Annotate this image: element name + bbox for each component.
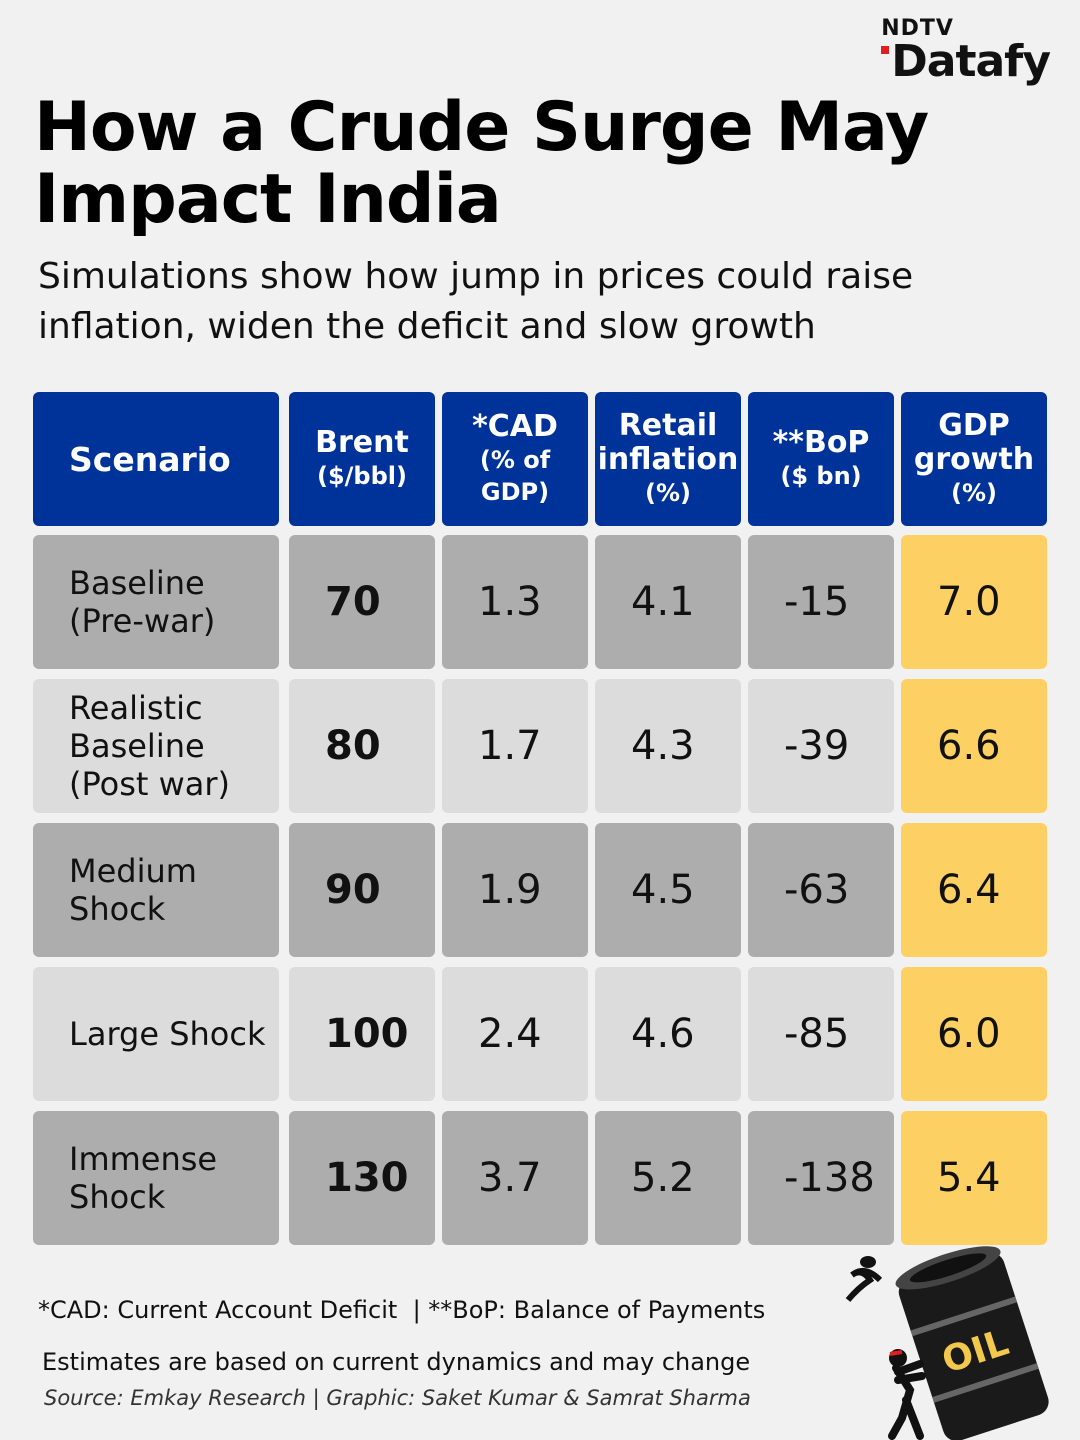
cell-value: 6.4 [937, 867, 1001, 913]
header-unit: ($/bbl) [317, 462, 407, 490]
table-cell-cad: 3.7 [442, 1111, 588, 1245]
table-row-scenario: Baseline (Pre-war) [33, 535, 279, 669]
cell-value: 3.7 [478, 1155, 542, 1201]
header-bop: **BoP ($ bn) [748, 392, 894, 526]
header-label: **BoP [772, 425, 870, 460]
header-unit: ($ bn) [780, 462, 862, 490]
scenario-label: Realistic Baseline (Post war) [69, 689, 231, 803]
scenario-label: Medium Shock [69, 852, 197, 928]
cell-value: 4.3 [631, 723, 695, 769]
header-label: Scenario [69, 439, 231, 479]
cell-value: 5.2 [631, 1155, 695, 1201]
table-cell-brent: 130 [289, 1111, 435, 1245]
cell-value: -138 [784, 1155, 875, 1201]
cell-value: -39 [784, 723, 850, 769]
cell-value: 4.6 [631, 1011, 695, 1057]
table-cell-cad: 1.3 [442, 535, 588, 669]
header-unit: (% of GDP) [479, 446, 551, 506]
oil-splash-icon [845, 1268, 883, 1302]
cell-value: 70 [325, 579, 381, 625]
brand-logo: NDTV Datafy [881, 16, 1051, 87]
cell-value: -63 [784, 867, 850, 913]
header-label: GDP growth [913, 408, 1035, 477]
table-cell-cad: 1.9 [442, 823, 588, 957]
person-pushing-icon [888, 1349, 926, 1440]
cell-value: 6.0 [937, 1011, 1001, 1057]
scenario-label: Large Shock [69, 1015, 266, 1053]
table-cell-brent: 100 [289, 967, 435, 1101]
cell-value: 1.3 [478, 579, 542, 625]
table-cell-retail-inflation: 4.3 [595, 679, 741, 813]
cell-value: 5.4 [937, 1155, 1001, 1201]
header-unit: (%) [951, 479, 997, 507]
page-title: How a Crude Surge May Impact India [34, 88, 929, 239]
cell-value: 130 [325, 1155, 409, 1201]
table-cell-retail-inflation: 4.6 [595, 967, 741, 1101]
cell-value: 6.6 [937, 723, 1001, 769]
brand-dot-icon [881, 46, 890, 54]
table-cell-retail-inflation: 4.5 [595, 823, 741, 957]
table-cell-brent: 70 [289, 535, 435, 669]
table-row-scenario: Immense Shock [33, 1111, 279, 1245]
table-cell-brent: 90 [289, 823, 435, 957]
footnote-source: Source: Emkay Research | Graphic: Saket … [44, 1386, 751, 1410]
brand-top: NDTV [881, 16, 954, 41]
header-scenario: Scenario [33, 392, 279, 526]
table-cell-brent: 80 [289, 679, 435, 813]
cell-value: 1.9 [478, 867, 542, 913]
cell-value: 80 [325, 723, 381, 769]
cell-value: 7.0 [937, 579, 1001, 625]
page-subtitle: Simulations show how jump in prices coul… [38, 256, 914, 347]
cell-value: 100 [325, 1011, 409, 1057]
header-brent: Brent ($/bbl) [289, 392, 435, 526]
header-cad: *CAD (% of GDP) [442, 392, 588, 526]
table-row-scenario: Realistic Baseline (Post war) [33, 679, 279, 813]
table-cell-cad: 1.7 [442, 679, 588, 813]
cell-value: 2.4 [478, 1011, 542, 1057]
cell-value: 90 [325, 867, 381, 913]
scenario-label: Baseline (Pre-war) [69, 564, 216, 640]
cell-value: 4.5 [631, 867, 695, 913]
table-cell-bop: -138 [748, 1111, 894, 1245]
table-cell-bop: -85 [748, 967, 894, 1101]
cell-value: 1.7 [478, 723, 542, 769]
table-cell-retail-inflation: 4.1 [595, 535, 741, 669]
header-label: Brent [315, 425, 409, 460]
table-cell-bop: -15 [748, 535, 894, 669]
table-row-scenario: Medium Shock [33, 823, 279, 957]
table-cell-gdp-growth: 5.4 [901, 1111, 1047, 1245]
footnote-abbreviations: *CAD: Current Account Deficit | **BoP: B… [38, 1296, 766, 1324]
scenario-label: Immense Shock [69, 1140, 218, 1216]
header-unit: (%) [645, 479, 691, 507]
cell-value: -15 [784, 579, 850, 625]
table-cell-bop: -63 [748, 823, 894, 957]
header-label: Retail inflation [597, 408, 739, 477]
oil-barrel-illustration: OIL [845, 1246, 1049, 1440]
header-label: *CAD [472, 409, 558, 444]
table-cell-retail-inflation: 5.2 [595, 1111, 741, 1245]
table-cell-gdp-growth: 6.4 [901, 823, 1047, 957]
cell-value: -85 [784, 1011, 850, 1057]
table-cell-bop: -39 [748, 679, 894, 813]
table-cell-gdp-growth: 6.6 [901, 679, 1047, 813]
table-row-scenario: Large Shock [33, 967, 279, 1101]
cell-value: 4.1 [631, 579, 695, 625]
oil-drop-icon [860, 1256, 876, 1268]
brand-main: Datafy [891, 36, 1051, 87]
header-gdp-growth: GDP growth (%) [901, 392, 1047, 526]
header-retail-inflation: Retail inflation (%) [595, 392, 741, 526]
table-cell-gdp-growth: 7.0 [901, 535, 1047, 669]
table-cell-gdp-growth: 6.0 [901, 967, 1047, 1101]
table-cell-cad: 2.4 [442, 967, 588, 1101]
footnote-disclaimer: Estimates are based on current dynamics … [42, 1348, 751, 1376]
barrel-icon: OIL [895, 1246, 1049, 1440]
